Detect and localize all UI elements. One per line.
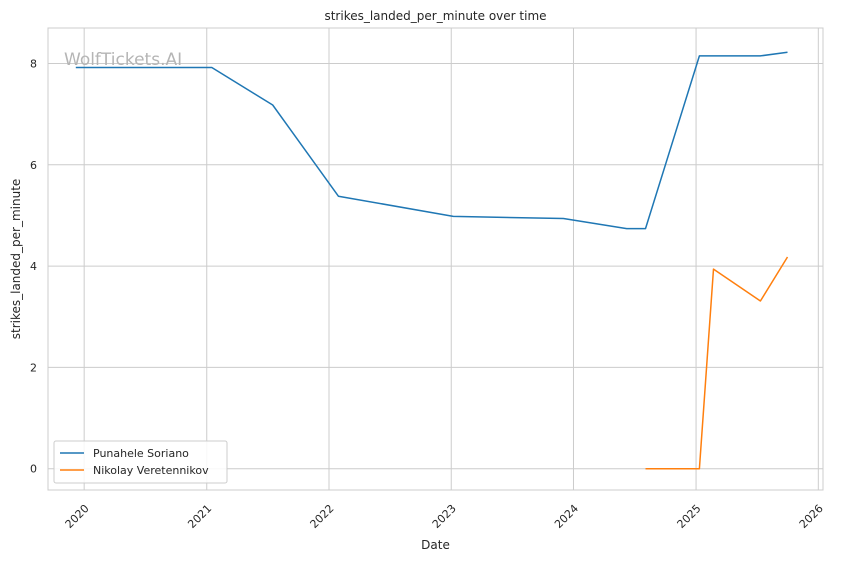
- y-tick-label: 6: [30, 159, 37, 172]
- plot-frame: [47, 27, 824, 491]
- series-layer: [75, 51, 789, 470]
- legend: Punahele Soriano Nikolay Veretennikov: [53, 440, 228, 484]
- x-tick-label: 2024: [552, 502, 581, 531]
- legend-box: [53, 440, 228, 484]
- x-tick-label: 2026: [797, 502, 826, 531]
- x-tick-label: 2023: [430, 502, 459, 531]
- x-tick-label: 2022: [308, 502, 337, 531]
- y-tick-label: 8: [30, 57, 37, 70]
- watermark: WolfTickets.AI: [64, 50, 182, 70]
- x-tick-label: 2020: [63, 502, 92, 531]
- grid: [48, 28, 823, 490]
- y-tick-label: 0: [30, 463, 37, 476]
- x-axis-title: Date: [421, 538, 450, 552]
- plot-area: [48, 28, 823, 490]
- y-tick-label: 2: [30, 361, 37, 374]
- y-axis-title: strikes_landed_per_minute: [9, 179, 23, 340]
- series-line-nikolay-veretennikov: [645, 256, 789, 470]
- series-line-punahele-soriano: [75, 51, 788, 230]
- legend-label-nikolay-veretennikov: Nikolay Veretennikov: [93, 464, 209, 477]
- x-tick-label: 2025: [675, 502, 704, 531]
- legend-label-punahele-soriano: Punahele Soriano: [93, 447, 189, 460]
- x-tick-label: 2021: [185, 502, 214, 531]
- chart-title: strikes_landed_per_minute over time: [324, 9, 546, 23]
- y-tick-label: 4: [30, 260, 37, 273]
